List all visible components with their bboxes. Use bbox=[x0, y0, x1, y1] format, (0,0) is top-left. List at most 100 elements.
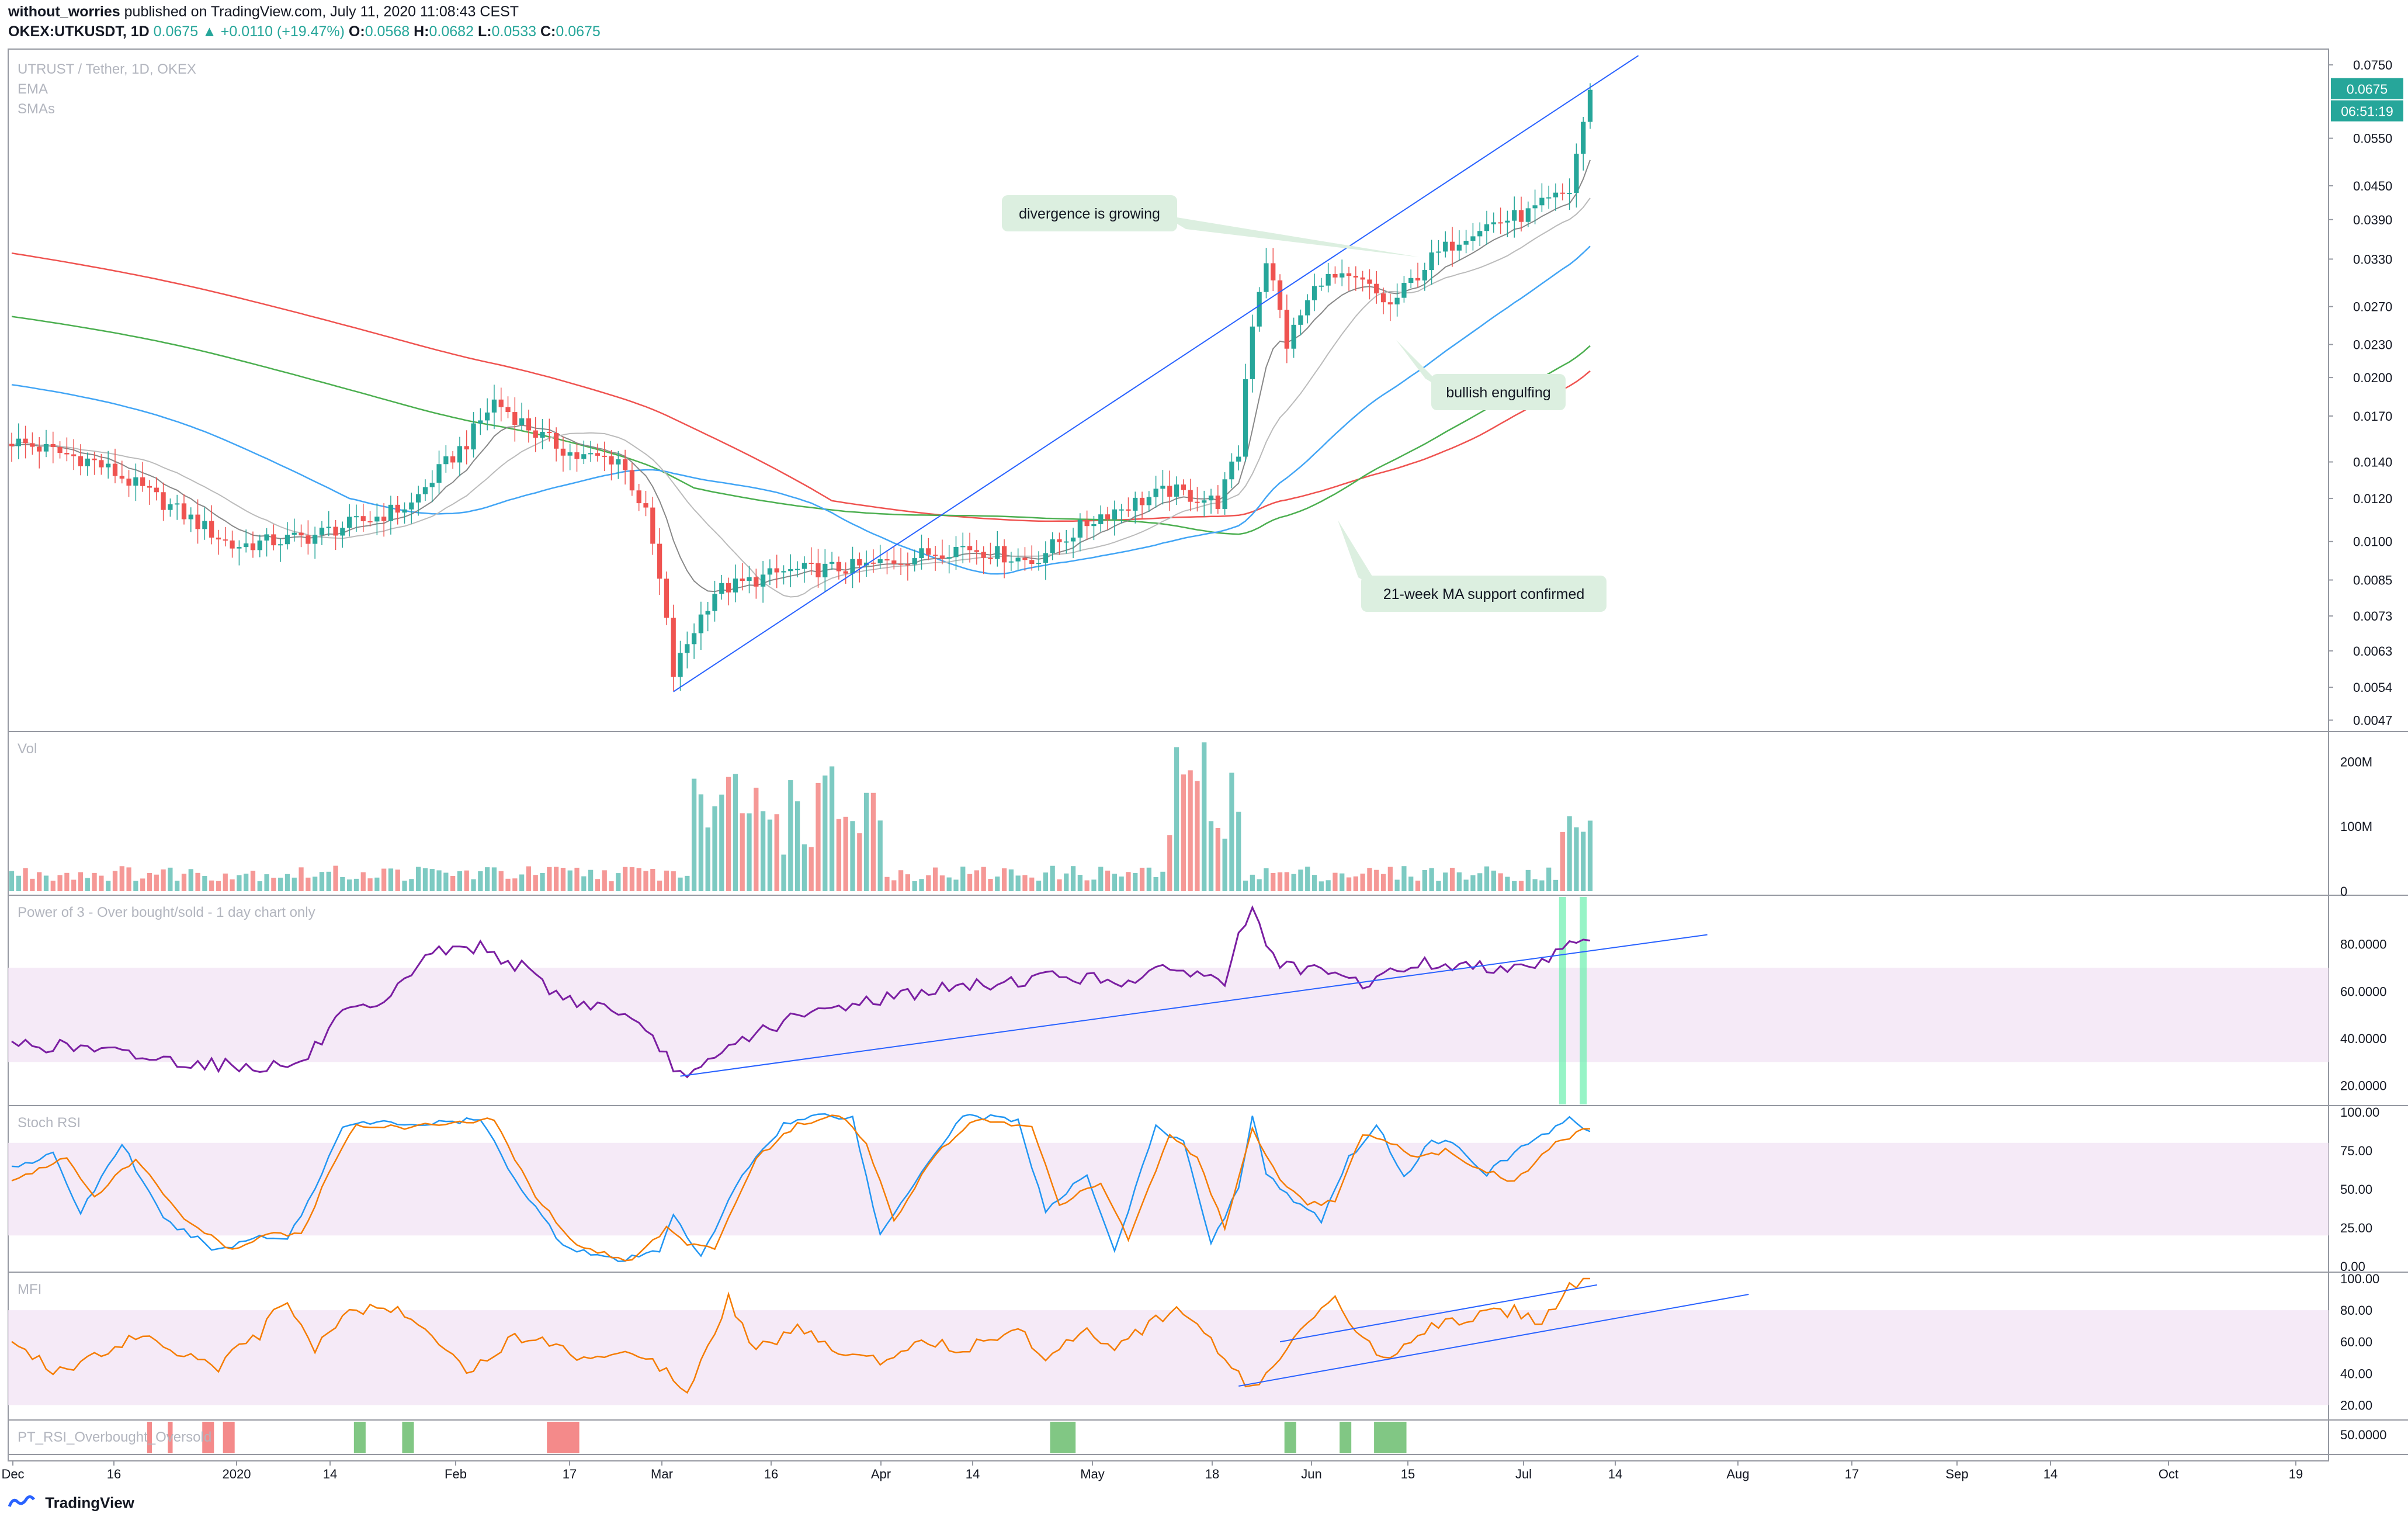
candle bbox=[457, 437, 463, 477]
volume-bar bbox=[71, 879, 77, 891]
symbol-label: OKEX:UTKUSDT, 1D bbox=[8, 23, 150, 40]
volume-bar bbox=[1449, 867, 1455, 891]
volume-bar bbox=[78, 872, 84, 891]
volume-bar bbox=[1326, 880, 1331, 891]
candle bbox=[946, 545, 952, 574]
candle bbox=[147, 480, 152, 505]
candle bbox=[891, 546, 897, 570]
candle-body bbox=[926, 548, 931, 555]
candle bbox=[781, 565, 786, 585]
volume-bar bbox=[154, 874, 159, 891]
candle-body bbox=[705, 611, 710, 615]
candle bbox=[78, 444, 84, 476]
volume-bar bbox=[650, 869, 655, 891]
candle bbox=[1208, 489, 1214, 514]
candle bbox=[43, 430, 49, 458]
candle bbox=[119, 460, 124, 484]
candle-body bbox=[209, 521, 214, 538]
volume-bar bbox=[443, 872, 449, 891]
candle-body bbox=[1181, 484, 1186, 490]
volume-bar bbox=[939, 875, 945, 891]
candle bbox=[257, 534, 262, 557]
volume-bar bbox=[1050, 865, 1055, 891]
candle bbox=[360, 503, 366, 532]
candle-body bbox=[126, 479, 131, 486]
stoch-tick-label: 50.00 bbox=[2340, 1182, 2372, 1197]
volume-bar bbox=[264, 874, 269, 891]
candle bbox=[1181, 479, 1186, 496]
candle bbox=[1139, 491, 1145, 519]
candle bbox=[560, 437, 566, 472]
candle-body bbox=[1498, 222, 1503, 224]
candle bbox=[650, 497, 655, 555]
power3-trend-line bbox=[680, 934, 1708, 1077]
candle bbox=[664, 572, 669, 625]
candle-body bbox=[685, 644, 690, 653]
price-tick-label: 0.0450 bbox=[2353, 179, 2392, 193]
chart-border bbox=[8, 49, 2329, 1461]
candle-body bbox=[712, 594, 717, 611]
price-tick-label: 0.0054 bbox=[2353, 680, 2392, 695]
candle bbox=[629, 462, 635, 496]
candle-body bbox=[1518, 210, 1524, 222]
volume-bar bbox=[498, 871, 504, 891]
volume-bar bbox=[554, 867, 559, 891]
mfi-tick-label: 80.00 bbox=[2340, 1303, 2372, 1318]
candle-body bbox=[188, 514, 193, 519]
candle bbox=[1367, 269, 1372, 300]
tradingview-brand[interactable]: TradingView bbox=[7, 1494, 134, 1514]
volume-bar bbox=[299, 867, 304, 891]
candle-body bbox=[1346, 273, 1352, 276]
candle bbox=[250, 531, 256, 558]
volume-bar bbox=[685, 875, 690, 891]
volume-bar bbox=[181, 874, 187, 891]
volume-bar bbox=[705, 827, 710, 891]
author-name[interactable]: without_worries bbox=[8, 4, 120, 20]
candle-body bbox=[1202, 500, 1207, 503]
power3-highlight-bar bbox=[1559, 897, 1566, 1104]
candle bbox=[678, 640, 683, 691]
volume-bar bbox=[519, 874, 525, 891]
candle bbox=[175, 494, 180, 520]
candle-body bbox=[636, 490, 641, 504]
volume-bar bbox=[147, 872, 152, 891]
candle-body bbox=[698, 614, 704, 633]
candle bbox=[967, 532, 973, 563]
volume-bar bbox=[1560, 832, 1565, 891]
candle bbox=[932, 545, 938, 571]
candle bbox=[602, 441, 607, 472]
candle bbox=[794, 561, 800, 578]
candle bbox=[1146, 491, 1151, 512]
candle-body bbox=[719, 583, 724, 594]
candle-body bbox=[1353, 276, 1358, 278]
volume-bar bbox=[1305, 867, 1310, 891]
candle-body bbox=[1084, 519, 1090, 527]
candle-body bbox=[1477, 231, 1483, 237]
candle-body bbox=[154, 487, 159, 493]
candle bbox=[1022, 547, 1028, 571]
volume-bar bbox=[1525, 870, 1531, 891]
pt-rsi-oversold-bar bbox=[202, 1422, 214, 1453]
last-price-label: 0.0675 bbox=[2347, 82, 2388, 97]
candle-body bbox=[754, 577, 759, 587]
candle bbox=[1029, 545, 1035, 571]
chart-title: UTRUST / Tether, 1D, OKEX bbox=[18, 61, 196, 77]
candle bbox=[526, 409, 532, 443]
sma-grey-line bbox=[11, 198, 1591, 598]
candle bbox=[1105, 507, 1111, 530]
volume-bar bbox=[381, 868, 387, 891]
volume-bar bbox=[1360, 873, 1365, 891]
volume-bar bbox=[250, 871, 256, 891]
candle bbox=[1064, 529, 1069, 554]
candle-body bbox=[1401, 283, 1407, 298]
candle bbox=[1353, 266, 1358, 291]
mfi-tick-label: 60.00 bbox=[2340, 1335, 2372, 1349]
volume-bar bbox=[1498, 873, 1503, 891]
candle-body bbox=[1408, 278, 1414, 283]
candle-body bbox=[181, 503, 187, 519]
candle-body bbox=[1415, 278, 1421, 280]
volume-bar bbox=[485, 867, 490, 891]
candle bbox=[540, 418, 545, 449]
volume-bar bbox=[374, 877, 380, 891]
